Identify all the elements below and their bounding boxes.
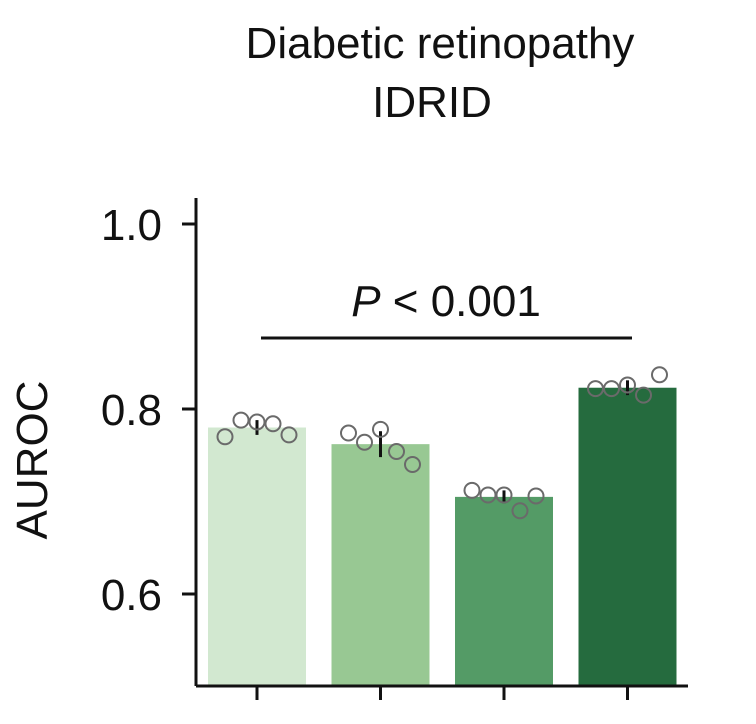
- bar-2: [331, 444, 430, 686]
- data-point: [216, 428, 234, 446]
- data-point: [388, 443, 405, 461]
- y-tick-label: 1.0: [101, 201, 162, 250]
- error-bars-group: [255, 380, 629, 504]
- bar-4: [578, 387, 677, 686]
- data-point: [635, 386, 652, 404]
- p-symbol: P: [351, 277, 381, 326]
- data-point: [404, 456, 421, 473]
- data-point: [495, 486, 513, 504]
- bars-group: [208, 387, 677, 686]
- data-point: [232, 411, 250, 429]
- data-point: [511, 502, 529, 520]
- p-value-text: < 0.001: [381, 277, 541, 326]
- data-point: [527, 487, 545, 505]
- bar-1: [208, 427, 306, 686]
- data-point: [264, 415, 282, 433]
- chart-title-line-2: IDRID: [372, 78, 492, 127]
- y-tick-label: 0.8: [101, 386, 162, 435]
- data-point: [340, 424, 357, 442]
- p-value-annotation: P < 0.001: [351, 277, 541, 326]
- data-point: [248, 413, 266, 431]
- data-point: [280, 426, 298, 444]
- chart-title-line-1: Diabetic retinopathy: [246, 19, 635, 68]
- data-point: [651, 366, 668, 384]
- x-ticks-group: [255, 686, 629, 700]
- data-point: [619, 376, 636, 394]
- data-point: [463, 481, 481, 499]
- y-axis-label: AUROC: [8, 381, 57, 540]
- data-point: [372, 420, 389, 438]
- data-point: [356, 433, 373, 451]
- bar-3: [455, 496, 553, 686]
- data-point: [603, 380, 620, 398]
- y-ticks-group: 0.6 0.8 1.0: [101, 201, 196, 620]
- points-group: [216, 366, 668, 520]
- y-tick-label: 0.6: [101, 571, 162, 620]
